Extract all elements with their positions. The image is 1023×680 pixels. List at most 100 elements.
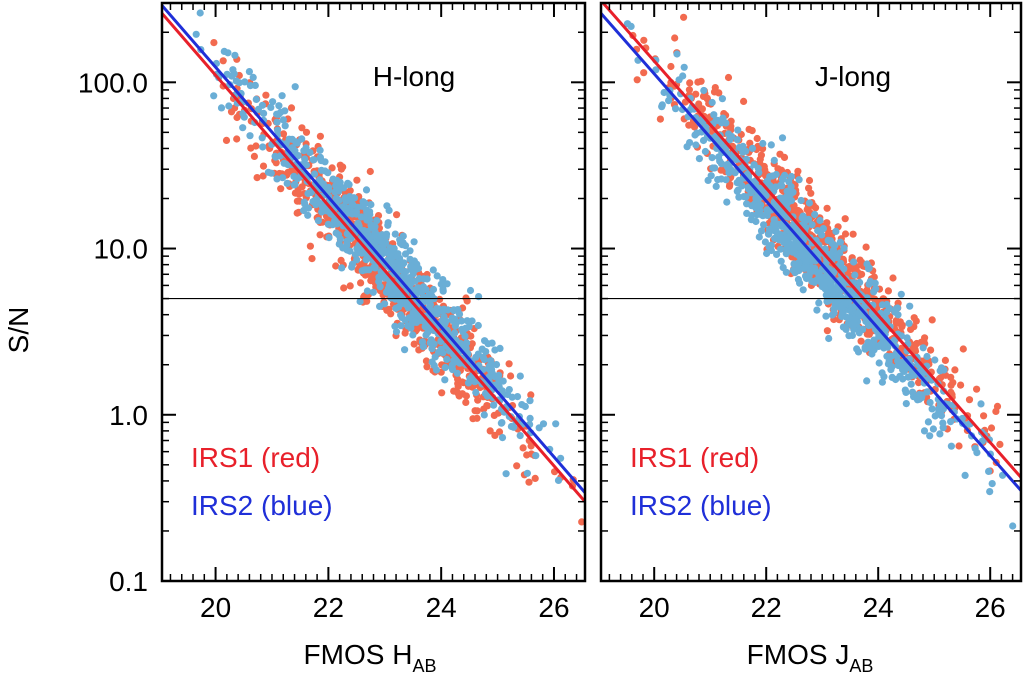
data-point-irs2: [423, 275, 431, 283]
data-point-irs2: [849, 320, 858, 328]
data-point-irs2: [461, 332, 469, 340]
data-point-irs1: [473, 414, 481, 422]
data-point-irs2: [241, 78, 249, 86]
data-point-irs1: [423, 363, 431, 371]
data-point-irs2: [414, 264, 423, 272]
data-point-irs2: [395, 303, 403, 311]
data-point-irs2: [787, 183, 795, 191]
data-point-irs2: [897, 290, 905, 298]
data-point-irs2: [755, 169, 763, 177]
data-point-irs2: [795, 176, 803, 184]
data-point-irs1: [233, 113, 241, 122]
data-point-irs1: [823, 327, 832, 335]
data-point-irs2: [245, 68, 253, 76]
data-point-irs2: [462, 324, 470, 332]
data-point-irs2: [426, 339, 434, 347]
legend-irs1-h-long: IRS1 (red): [191, 442, 320, 473]
data-point-irs2: [838, 312, 846, 321]
data-point-irs2: [472, 353, 480, 361]
data-point-irs2: [770, 220, 778, 228]
x-axis-label-main-h-long: FMOS H: [304, 639, 413, 670]
data-point-irs2: [400, 259, 408, 267]
data-point-irs1: [955, 442, 963, 450]
data-point-irs1: [328, 164, 336, 172]
data-point-irs2: [811, 210, 819, 219]
data-point-irs2: [433, 310, 441, 318]
data-point-irs2: [310, 170, 319, 178]
data-point-irs2: [823, 297, 831, 305]
data-point-irs2: [849, 304, 857, 312]
data-point-irs2: [474, 321, 482, 330]
data-point-irs2: [726, 136, 734, 144]
data-point-irs1: [865, 330, 874, 338]
data-point-irs2: [829, 295, 837, 303]
x-tick-label: 26: [538, 592, 569, 623]
data-point-irs1: [807, 189, 815, 197]
data-point-irs2: [778, 182, 786, 190]
data-point-irs2: [387, 255, 395, 263]
data-point-irs2: [759, 139, 767, 148]
data-point-irs2: [878, 378, 887, 386]
x-axis-label-h-long: FMOS HAB: [304, 639, 437, 676]
data-point-irs1: [480, 405, 488, 413]
data-point-irs2: [985, 467, 993, 475]
fit-line-irs1: [162, 12, 585, 503]
data-point-irs2: [410, 238, 418, 246]
data-point-irs2: [660, 88, 668, 97]
x-tick-label: 20: [639, 592, 670, 623]
data-point-irs2: [790, 245, 798, 253]
data-point-irs2: [891, 308, 899, 316]
data-point-irs2: [225, 102, 233, 110]
data-point-irs2: [841, 300, 850, 308]
data-point-irs2: [769, 172, 777, 180]
data-point-irs2: [429, 266, 437, 274]
data-point-irs2: [271, 152, 279, 160]
data-point-irs2: [836, 238, 845, 246]
data-point-irs1: [695, 100, 703, 108]
data-point-irs2: [816, 216, 824, 225]
data-point-irs2: [231, 51, 239, 59]
data-point-irs2: [273, 175, 281, 183]
data-point-irs2: [780, 235, 789, 243]
data-point-irs2: [822, 312, 830, 320]
data-point-irs2: [920, 427, 929, 435]
data-point-irs1: [525, 478, 533, 486]
data-point-irs2: [376, 283, 384, 291]
data-point-irs2: [516, 372, 524, 380]
data-point-irs2: [443, 280, 451, 288]
data-point-irs2: [267, 103, 275, 111]
data-point-irs2: [433, 305, 441, 313]
data-point-irs2: [345, 181, 353, 189]
data-point-irs2: [795, 259, 803, 267]
data-point-irs2: [757, 227, 766, 235]
data-point-irs2: [293, 139, 301, 147]
data-point-irs1: [363, 297, 371, 305]
data-point-irs2: [928, 405, 936, 413]
data-point-irs1: [578, 518, 585, 526]
data-point-irs2: [422, 294, 430, 302]
data-point-irs2: [335, 179, 343, 187]
data-point-irs2: [947, 442, 956, 450]
data-point-irs2: [230, 70, 238, 78]
data-point-irs1: [252, 142, 260, 150]
data-point-irs2: [885, 305, 893, 313]
data-point-irs2: [875, 359, 883, 367]
data-point-irs2: [235, 79, 243, 87]
data-point-irs1: [776, 150, 784, 158]
data-point-irs2: [382, 233, 390, 241]
data-point-irs2: [783, 245, 791, 253]
data-point-irs1: [841, 230, 850, 238]
data-point-irs2: [310, 156, 318, 164]
data-point-irs2: [306, 148, 314, 157]
data-point-irs2: [783, 187, 791, 195]
data-point-irs2: [825, 334, 833, 343]
data-point-irs2: [748, 144, 757, 152]
data-point-irs2: [310, 197, 318, 205]
data-point-irs1: [316, 231, 324, 239]
data-point-irs2: [795, 267, 803, 275]
data-point-irs2: [901, 386, 909, 394]
data-point-irs2: [301, 155, 309, 163]
data-point-irs1: [698, 105, 707, 113]
data-point-irs2: [324, 220, 332, 228]
data-point-irs2: [836, 303, 845, 311]
